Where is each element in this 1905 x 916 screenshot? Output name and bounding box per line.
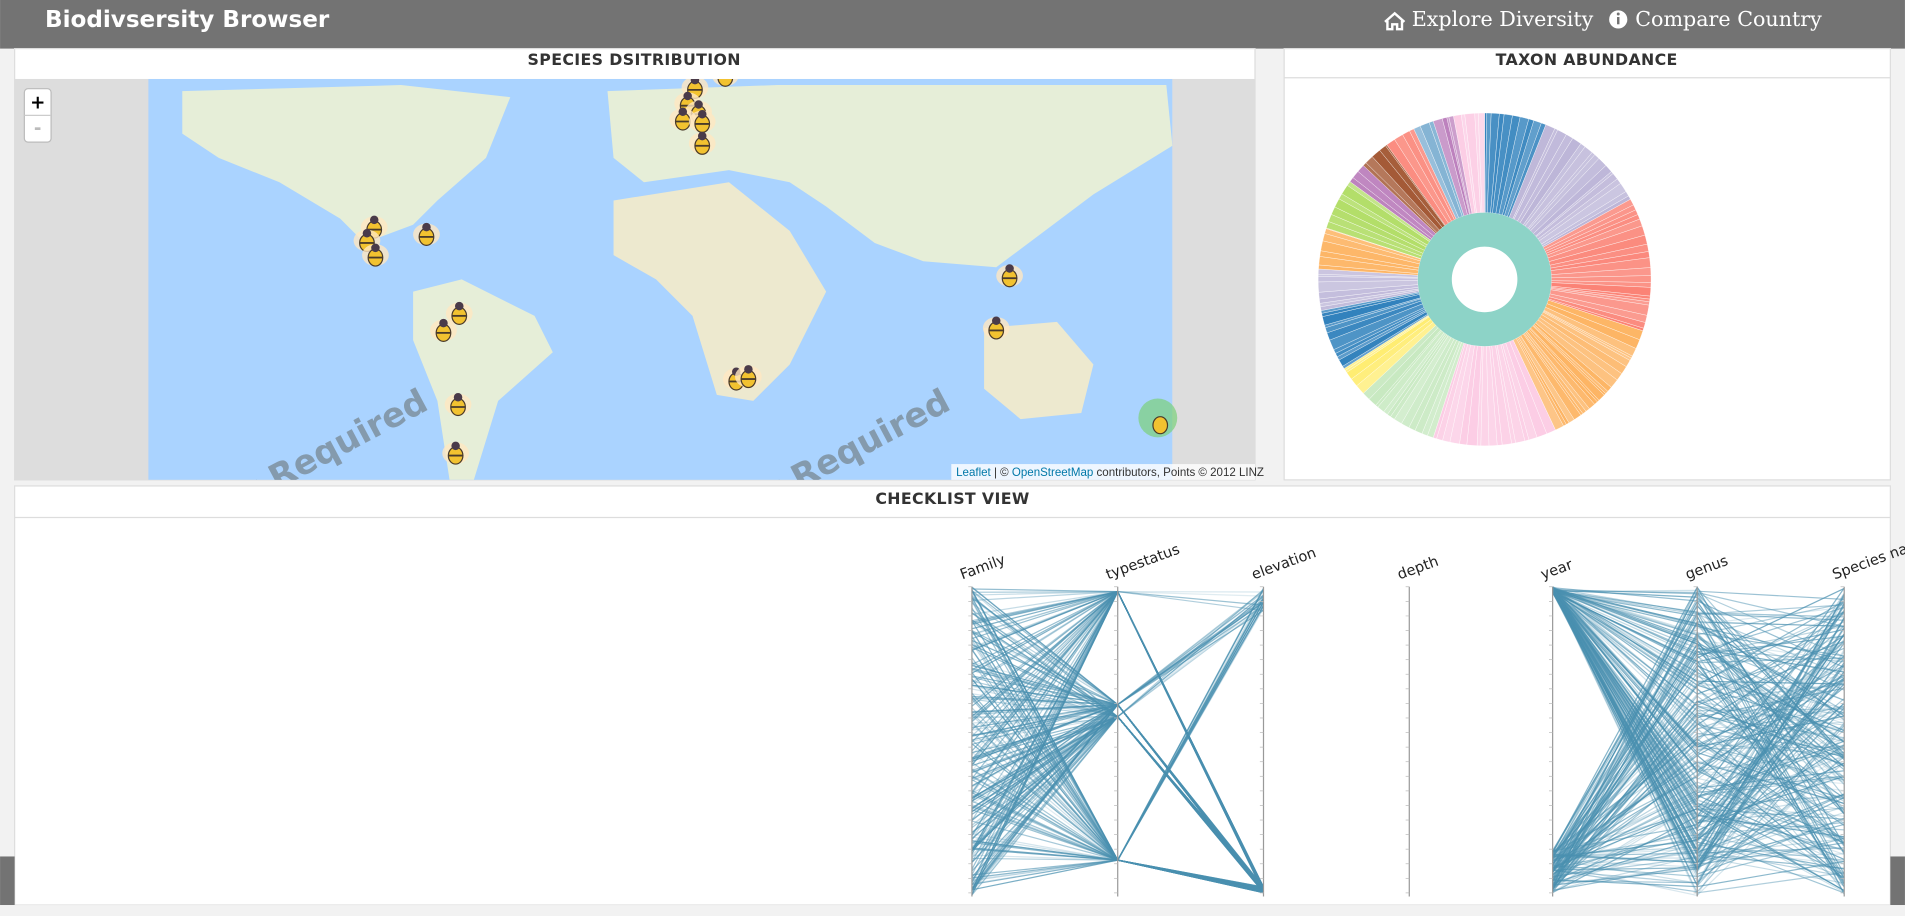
home-icon xyxy=(1384,11,1406,31)
info-icon-dot xyxy=(1616,12,1620,16)
marker-head xyxy=(451,441,460,451)
species-marker[interactable] xyxy=(982,316,1010,340)
info-icon-bar xyxy=(1617,17,1620,25)
marker-head xyxy=(694,100,703,109)
marker-head xyxy=(455,301,464,311)
species-marker[interactable] xyxy=(712,64,739,87)
footer-edge xyxy=(0,856,15,906)
marker-head xyxy=(369,215,379,225)
nav-compare[interactable]: Compare Country xyxy=(1635,7,1822,31)
panel-title: SPECIES DSITRIBUTION xyxy=(528,50,741,69)
north-america xyxy=(182,85,511,243)
species-marker[interactable] xyxy=(362,243,389,267)
attribution-box xyxy=(951,464,1255,480)
marker-head xyxy=(991,316,1001,325)
attribution-sep: | © xyxy=(994,467,1009,479)
species-marker[interactable] xyxy=(688,131,716,155)
sunburst-root[interactable] xyxy=(1417,212,1552,347)
marker-head xyxy=(678,107,688,117)
australia xyxy=(984,321,1094,420)
panel-title: TAXON ABUNDANCE xyxy=(1496,50,1678,69)
species-marker[interactable] xyxy=(413,222,440,247)
marker-head xyxy=(453,393,463,402)
panel-title: CHECKLIST VIEW xyxy=(875,489,1029,508)
asia xyxy=(777,85,1173,268)
species-marker[interactable] xyxy=(996,264,1023,288)
parallel-coordinates[interactable] xyxy=(968,586,1845,897)
attribution: Leaflet | © OpenStreetMap contributors, … xyxy=(956,467,1264,479)
marker-head xyxy=(422,222,431,232)
marker-head xyxy=(697,109,707,119)
zoom-in[interactable]: + xyxy=(30,92,45,113)
marker-body xyxy=(1152,416,1169,435)
marker-head xyxy=(371,243,380,253)
marker-body xyxy=(717,78,734,87)
species-marker[interactable] xyxy=(688,109,716,134)
nav-explore[interactable]: Explore Diversity xyxy=(1412,7,1594,31)
navbar xyxy=(0,0,1905,49)
marker-head xyxy=(697,131,707,141)
sunburst[interactable] xyxy=(1317,112,1652,447)
africa xyxy=(613,182,827,401)
species-marker[interactable] xyxy=(444,393,472,417)
footer-edge xyxy=(1890,856,1905,906)
brand[interactable]: Biodivsersity Browser xyxy=(45,7,330,33)
marker-head xyxy=(683,91,692,101)
marker-head xyxy=(690,78,700,85)
marker-head xyxy=(362,229,372,238)
leaflet-link[interactable]: Leaflet xyxy=(956,467,991,479)
species-marker[interactable] xyxy=(430,318,457,342)
footer xyxy=(0,905,1905,916)
zoom-out[interactable]: - xyxy=(34,118,42,139)
marker-head xyxy=(744,365,753,374)
attribution-text: contributors, Points © 2012 LINZ xyxy=(1097,467,1264,479)
osm-link[interactable]: OpenStreetMap xyxy=(1012,467,1093,479)
species-marker[interactable] xyxy=(442,441,469,465)
marker-head xyxy=(1005,264,1014,273)
species-marker[interactable] xyxy=(445,301,473,325)
marker-head xyxy=(439,318,448,328)
species-marker[interactable] xyxy=(735,365,762,389)
